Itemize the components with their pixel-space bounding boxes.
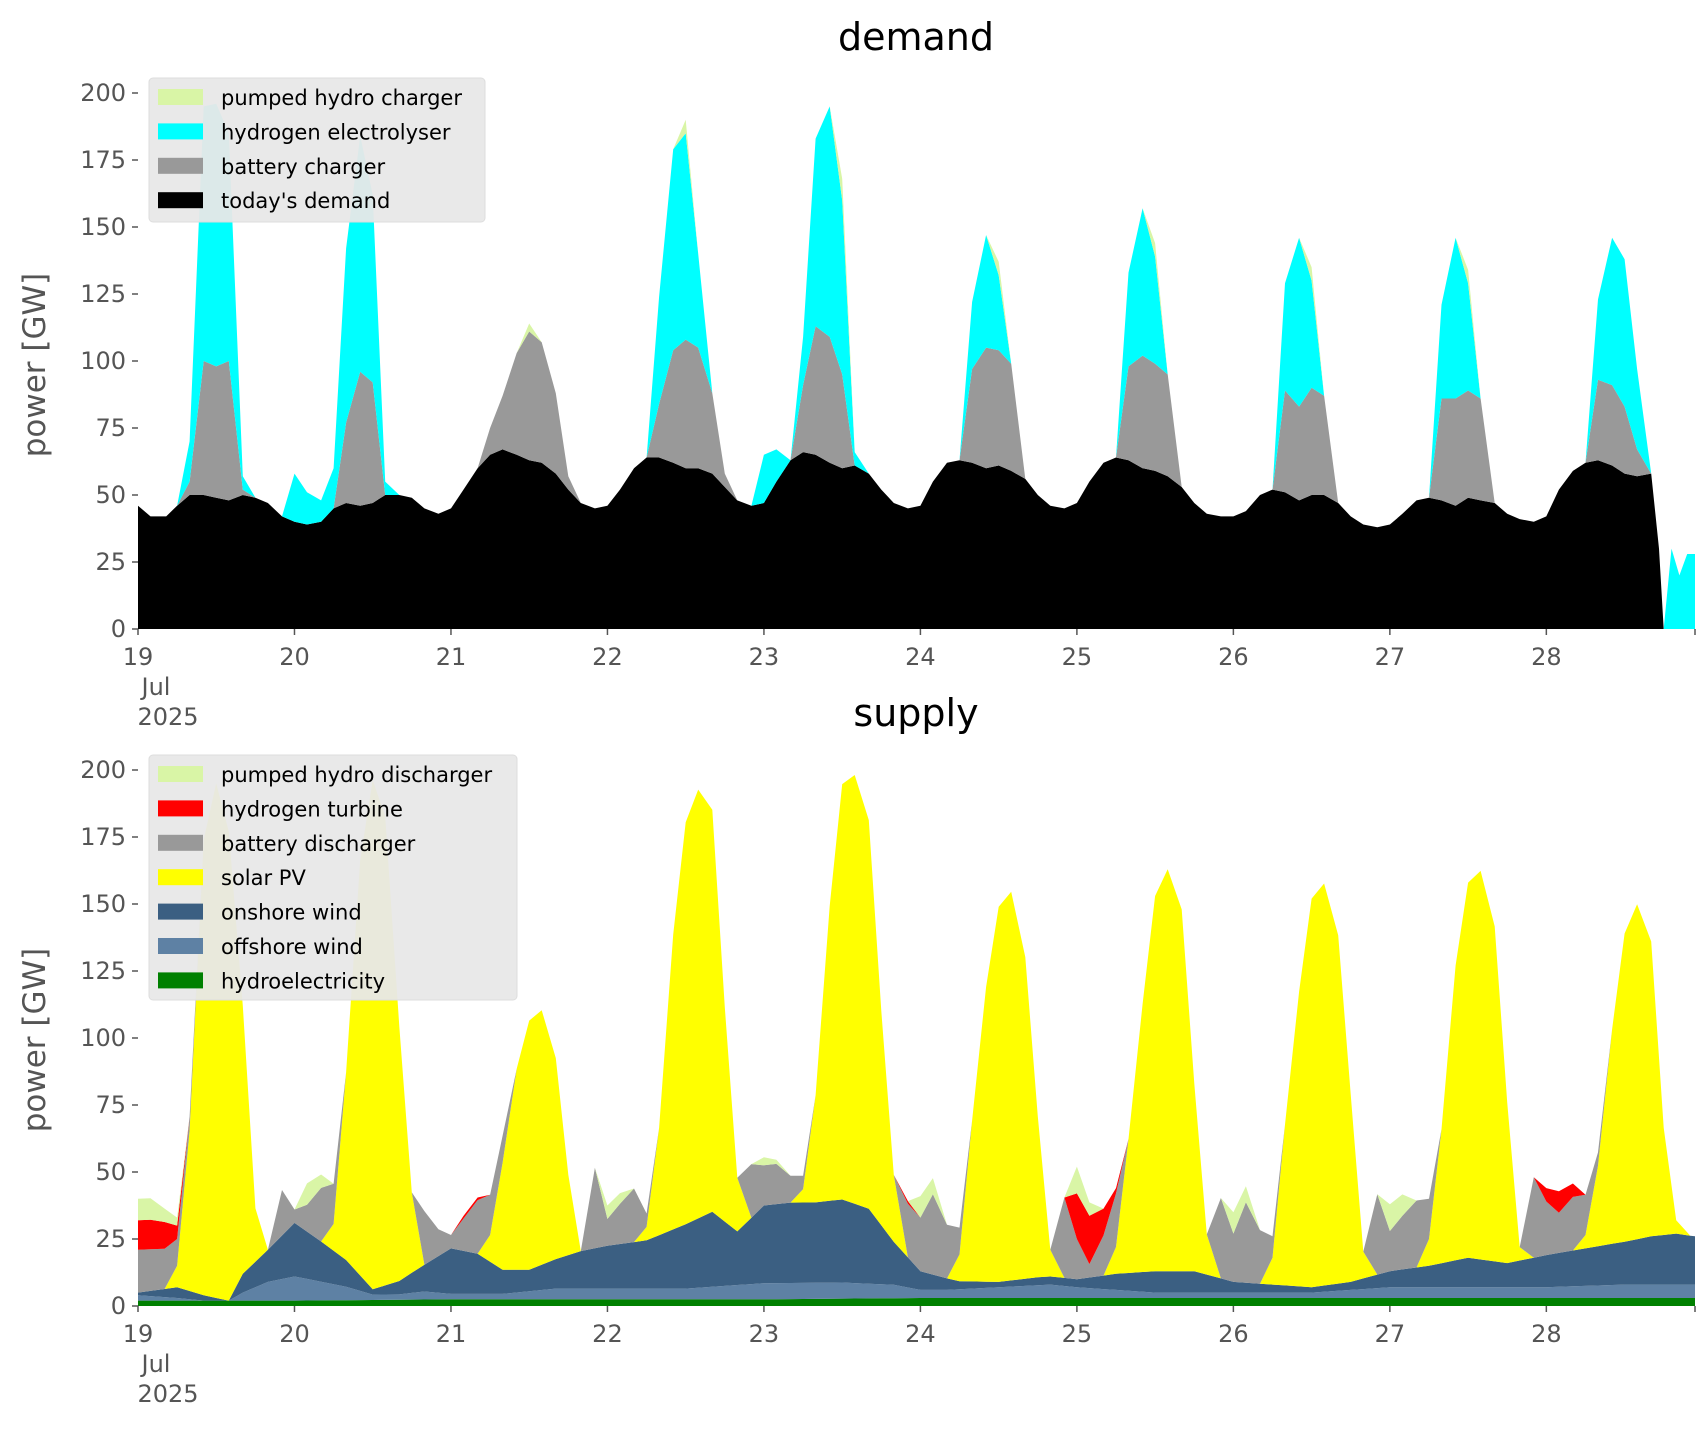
x-tick-label: 28 [1531,1320,1562,1348]
area-onshore-wind [138,1199,1695,1301]
y-tick-label: 0 [111,1292,126,1320]
demand-chart: demand power [GW] 0255075100125150175200… [17,15,1696,731]
y-axis-label: power [GW] [17,273,53,458]
area-solar-pv [138,775,1695,1301]
y-tick-label: 0 [111,615,126,643]
x-tick-year: 2025 [137,703,198,731]
y-tick-label: 75 [95,414,126,442]
legend-swatch-hydrogen-turbine [158,800,203,817]
legend-label-onshore-wind: onshore wind [221,901,362,925]
y-axis: 0 25 50 75 100 125 150 175 200 [80,756,138,1320]
x-tick-label: 24 [905,643,936,671]
legend: pumped hydro charger hydrogen electrolyse… [148,77,486,223]
y-axis: 0 25 50 75 100 125 150 175 200 [80,79,138,643]
chart-title: demand [838,15,994,59]
y-axis-label: power [GW] [17,948,53,1133]
y-tick-label: 100 [80,347,126,375]
x-tick-label: 24 [905,1320,936,1348]
area-offshore-wind [138,1276,1695,1301]
legend-swatch-offshore-wind [158,938,203,954]
legend-box [148,754,518,1001]
legend-swatch-onshore-wind [158,903,203,920]
x-tick-label: 22 [592,1320,623,1348]
legend-label-pumped-hydro-charger: pumped hydro charger [221,86,462,110]
area-battery-charger [138,326,1695,629]
area-battery-discharger [138,775,1695,1293]
x-tick-label: 21 [436,1320,467,1348]
x-tick-label: 21 [436,643,467,671]
y-tick-label: 50 [95,1158,126,1186]
area-layers [138,103,1695,629]
legend: pumped hydro discharger hydrogen turbine b… [148,754,518,1001]
legend-label-hydroelectricity: hydroelectricity [221,969,385,993]
legend-swatch-pumped-hydro-discharger [158,766,203,782]
x-tick-month: Jul [140,1350,171,1378]
x-tick-label: 23 [749,1320,780,1348]
legend-swatch-hydroelectricity [158,972,203,989]
legend-label-battery-discharger: battery discharger [221,832,416,856]
area-layers [138,775,1695,1306]
y-tick-label: 25 [95,1225,126,1253]
legend-swatch-solar-pv [158,869,203,886]
legend-label-pumped-hydro-discharger: pumped hydro discharger [221,763,492,787]
x-tick-label: 27 [1375,1320,1406,1348]
legend-label-battery-charger: battery charger [221,155,386,179]
legend-swatch-hydrogen-electrolyser [158,123,203,140]
y-tick-label: 100 [80,1024,126,1052]
x-tick-label: 23 [749,643,780,671]
y-tick-label: 125 [80,280,126,308]
x-tick-label: 19 [123,643,154,671]
y-tick-label: 200 [80,756,126,784]
y-tick-label: 25 [95,548,126,576]
x-tick-year: 2025 [137,1380,198,1408]
y-tick-label: 175 [80,146,126,174]
x-tick-label: 26 [1218,1320,1249,1348]
legend-label-today-s-demand: today's demand [221,189,390,213]
legend-swatch-battery-charger [158,157,203,174]
area-today-s-demand [138,449,1695,629]
area-hydroelectricity [138,1298,1695,1306]
x-tick-label: 19 [123,1320,154,1348]
legend-label-offshore-wind: offshore wind [221,935,363,959]
y-tick-label: 175 [80,823,126,851]
x-tick-label: 27 [1375,643,1406,671]
chart-title: supply [853,691,978,735]
y-tick-label: 200 [80,79,126,107]
x-tick-label: 22 [592,643,623,671]
legend-swatch-battery-discharger [158,834,203,851]
x-tick-label: 25 [1062,643,1093,671]
legend-label-solar-pv: solar PV [221,866,306,890]
x-tick-label: 25 [1062,1320,1093,1348]
y-tick-label: 150 [80,213,126,241]
y-tick-label: 50 [95,481,126,509]
legend-label-hydrogen-turbine: hydrogen turbine [221,797,403,821]
x-tick-label: 28 [1531,643,1562,671]
legend-label-hydrogen-electrolyser: hydrogen electrolyser [221,120,451,144]
supply-chart: supply power [GW] 0255075100125150175200… [17,691,1696,1408]
x-tick-label: 20 [279,643,310,671]
legend-swatch-today-s-demand [158,192,203,209]
x-tick-label: 20 [279,1320,310,1348]
legend-swatch-pumped-hydro-charger [158,89,203,105]
x-tick-label: 26 [1218,643,1249,671]
legend-box [148,77,486,223]
y-tick-label: 125 [80,957,126,985]
y-tick-label: 150 [80,890,126,918]
y-tick-label: 75 [95,1091,126,1119]
x-tick-month: Jul [140,673,171,701]
